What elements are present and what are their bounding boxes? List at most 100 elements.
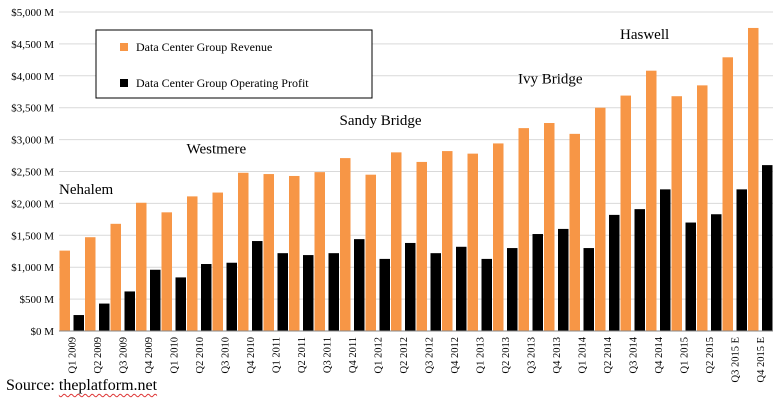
source-site: theplatform.net bbox=[58, 377, 158, 394]
bar-operating-profit bbox=[685, 222, 696, 331]
x-tick-label: Q2 2014 bbox=[603, 336, 614, 373]
y-tick-label: $4,500 M bbox=[11, 39, 54, 51]
bar-revenue bbox=[238, 172, 249, 331]
bar-operating-profit bbox=[328, 253, 339, 331]
bar-operating-profit bbox=[277, 253, 288, 331]
bar-revenue bbox=[263, 174, 274, 331]
bar-revenue bbox=[518, 128, 529, 331]
y-axis-tick-labels: $0 M $500 M $1,000 M $1,500 M $2,000 M $2,500… bbox=[11, 7, 54, 338]
x-tick-label: Q1 2015 bbox=[679, 337, 690, 373]
y-tick-label: $3,500 M bbox=[11, 103, 54, 115]
bar-operating-profit bbox=[660, 189, 671, 331]
bar-operating-profit bbox=[379, 258, 390, 331]
bar-revenue bbox=[391, 152, 402, 331]
x-tick-label: Q2 2010 bbox=[195, 337, 206, 373]
bar-operating-profit bbox=[124, 291, 135, 331]
era-annotation: Nehalem bbox=[59, 182, 113, 198]
bar-operating-profit bbox=[201, 264, 212, 331]
y-tick-label: $4,000 M bbox=[11, 71, 54, 83]
bar-operating-profit bbox=[736, 189, 747, 331]
bar-revenue bbox=[544, 123, 555, 332]
bar-operating-profit bbox=[150, 269, 161, 331]
bar-revenue bbox=[646, 70, 657, 332]
bar-revenue bbox=[314, 172, 325, 331]
x-tick-label: Q1 2014 bbox=[577, 336, 588, 373]
x-tick-label: Q3 2011 bbox=[322, 337, 333, 373]
bar-operating-profit bbox=[73, 315, 84, 331]
bar-operating-profit bbox=[175, 277, 186, 331]
bar-operating-profit bbox=[354, 239, 365, 331]
bar-revenue bbox=[136, 202, 147, 331]
bar-revenue bbox=[85, 237, 96, 331]
x-tick-label: Q2 2013 bbox=[501, 337, 512, 373]
y-tick-label: $5,000 M bbox=[11, 7, 54, 19]
bar-operating-profit bbox=[711, 214, 722, 331]
x-tick-label: Q3 2010 bbox=[220, 337, 231, 373]
legend-box bbox=[95, 29, 373, 99]
x-tick-label: Q1 2012 bbox=[373, 337, 384, 373]
x-tick-label: Q4 2012 bbox=[450, 337, 461, 373]
bar-revenue bbox=[467, 153, 478, 331]
x-tick-label: Q3 2012 bbox=[424, 337, 435, 373]
x-axis-tick-labels: Q1 2009 Q2 2009 Q3 2009 Q4 2009 Q1 2010 Q2 20… bbox=[67, 336, 767, 382]
era-annotation: Haswell bbox=[620, 27, 669, 43]
legend-label-revenue: Data Center Group Revenue bbox=[136, 40, 272, 54]
bar-operating-profit bbox=[226, 262, 237, 331]
bars bbox=[59, 27, 773, 332]
bar-operating-profit bbox=[558, 228, 569, 331]
bar-revenue bbox=[493, 143, 504, 331]
bar-operating-profit bbox=[456, 246, 467, 331]
bar-revenue bbox=[340, 158, 351, 331]
x-tick-label: Q4 2009 bbox=[144, 337, 155, 373]
x-tick-label: Q3 2009 bbox=[118, 337, 129, 373]
bar-operating-profit bbox=[481, 258, 492, 331]
legend-label-operating-profit: Data Center Group Operating Profit bbox=[136, 76, 309, 90]
gridlines bbox=[59, 11, 773, 300]
legend-swatch-operating-profit bbox=[120, 79, 128, 87]
legend-swatch-revenue bbox=[120, 43, 128, 51]
bar-revenue bbox=[620, 95, 631, 331]
bar-operating-profit bbox=[634, 209, 645, 331]
bar-operating-profit bbox=[252, 241, 263, 331]
era-annotation: Sandy Bridge bbox=[340, 113, 422, 129]
x-tick-label: Q1 2011 bbox=[271, 337, 282, 373]
x-tick-label: Q1 2009 bbox=[67, 337, 78, 373]
x-tick-label: Q2 2009 bbox=[93, 337, 104, 373]
bar-revenue bbox=[442, 151, 453, 331]
x-tick-label: Q2 2012 bbox=[399, 337, 410, 373]
x-tick-label: Q4 2010 bbox=[246, 337, 257, 373]
bar-operating-profit bbox=[762, 165, 773, 331]
bar-revenue bbox=[59, 250, 70, 331]
bar-revenue bbox=[671, 96, 682, 331]
bar-operating-profit bbox=[430, 253, 441, 331]
legend: Data Center Group Revenue Data Center Gr… bbox=[95, 29, 373, 99]
y-tick-label: $1,500 M bbox=[11, 230, 54, 242]
bar-operating-profit bbox=[609, 214, 620, 331]
bar-revenue bbox=[416, 161, 427, 331]
bar-revenue bbox=[365, 174, 376, 331]
annotations: Nehalem Westmere Sandy Bridge Ivy Bridge Has… bbox=[59, 27, 669, 198]
x-tick-label: Q4 2014 bbox=[654, 336, 665, 373]
y-tick-label: $1,000 M bbox=[11, 262, 54, 274]
bar-revenue bbox=[187, 196, 198, 331]
x-tick-label: Q1 2010 bbox=[169, 337, 180, 373]
bar-operating-profit bbox=[303, 255, 314, 331]
x-tick-label: Q4 2015 E bbox=[756, 337, 767, 383]
era-annotation: Westmere bbox=[187, 142, 247, 158]
bar-operating-profit bbox=[532, 234, 543, 331]
y-tick-label: $3,000 M bbox=[11, 135, 54, 147]
bar-revenue bbox=[595, 107, 606, 331]
era-annotation: Ivy Bridge bbox=[518, 71, 583, 87]
bar-revenue bbox=[569, 133, 580, 331]
x-tick-label: Q1 2013 bbox=[475, 337, 486, 373]
y-tick-label: $2,000 M bbox=[11, 198, 54, 210]
x-tick-label: Q3 2014 bbox=[628, 336, 639, 373]
x-tick-label: Q3 2015 E bbox=[730, 337, 741, 383]
bar-revenue bbox=[748, 27, 759, 331]
bar-operating-profit bbox=[99, 303, 110, 331]
y-tick-label: $0 M bbox=[30, 326, 54, 338]
bar-revenue bbox=[697, 85, 708, 332]
y-tick-label: $500 M bbox=[19, 294, 54, 306]
bar-revenue bbox=[161, 212, 172, 331]
